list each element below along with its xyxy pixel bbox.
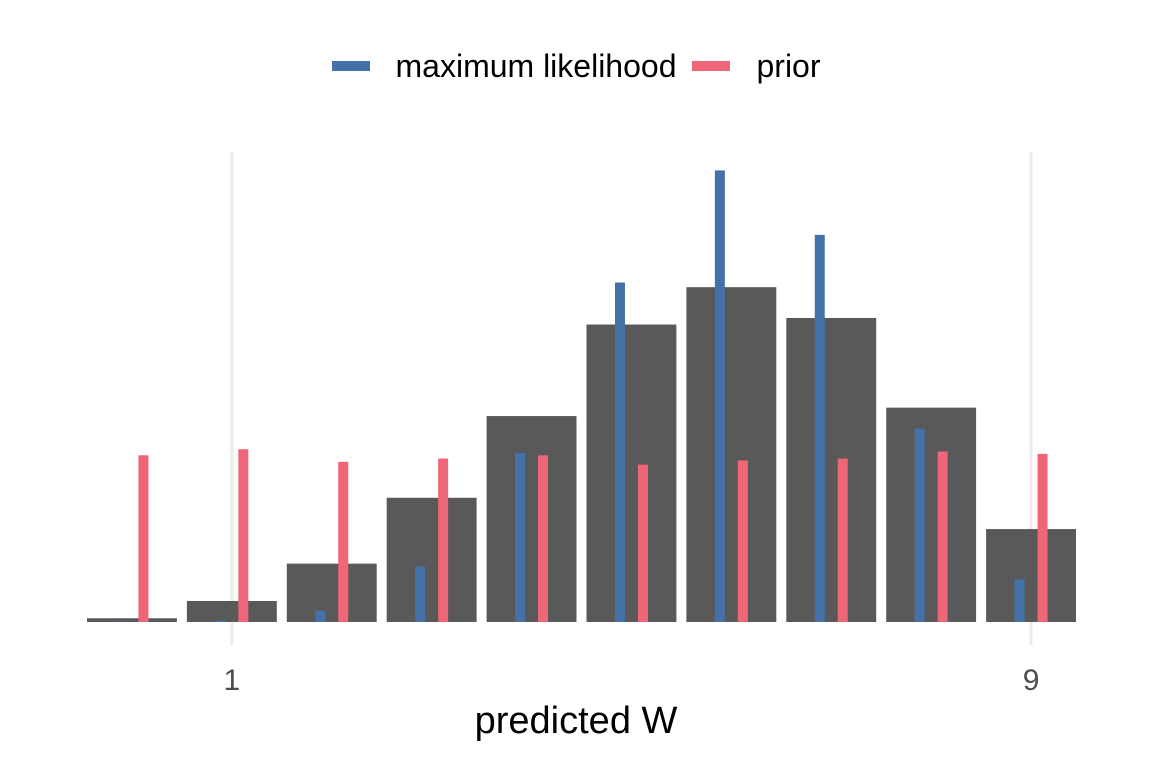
prior-bar-1 — [238, 449, 249, 622]
maximum-likelihood-bar-4 — [515, 452, 526, 622]
legend-key-maximum-likelihood — [331, 61, 370, 71]
legend: maximum likelihood prior — [0, 46, 1152, 86]
x-tick-label-1: 1 — [224, 664, 241, 697]
maximum-likelihood-bars — [115, 170, 1025, 622]
legend-label-maximum-likelihood: maximum likelihood — [395, 47, 677, 84]
prior-bars — [138, 449, 1048, 622]
prior-bar-5 — [637, 464, 648, 622]
posterior-bar-1 — [186, 600, 277, 622]
maximum-likelihood-bar-7 — [814, 234, 825, 622]
posterior-bar-0 — [86, 618, 177, 622]
posterior-bar-7 — [786, 317, 877, 622]
maximum-likelihood-bar-6 — [714, 170, 725, 622]
legend-item-maximum-likelihood: maximum likelihood — [331, 47, 677, 85]
maximum-likelihood-bar-5 — [614, 282, 625, 622]
posterior-bar-4 — [486, 416, 577, 622]
posterior-bar-8 — [886, 407, 977, 622]
posterior-bars — [86, 287, 1077, 622]
prior-bar-2 — [338, 461, 349, 622]
prior-bar-3 — [438, 458, 449, 622]
posterior-bar-5 — [586, 324, 677, 622]
posterior-bar-2 — [286, 563, 377, 622]
maximum-likelihood-bar-3 — [415, 566, 426, 622]
prior-bar-4 — [538, 455, 549, 622]
posterior-bar-9 — [986, 529, 1077, 622]
x-tick-label-9: 9 — [1023, 664, 1040, 697]
prior-bar-0 — [138, 455, 149, 622]
maximum-likelihood-bar-1 — [215, 620, 226, 622]
posterior-bar-6 — [686, 287, 777, 622]
posterior-bar-3 — [386, 497, 477, 622]
x-axis-label: predicted W — [474, 700, 678, 742]
prior-bar-6 — [737, 460, 748, 622]
legend-label-prior: prior — [756, 47, 821, 84]
prior-bar-7 — [837, 458, 848, 622]
maximum-likelihood-bar-0 — [115, 621, 126, 622]
legend-key-prior — [692, 61, 731, 71]
prior-bar-9 — [1037, 453, 1048, 622]
maximum-likelihood-bar-9 — [1014, 579, 1025, 622]
prior-bar-8 — [937, 451, 948, 622]
legend-item-prior: prior — [692, 47, 821, 85]
maximum-likelihood-bar-2 — [315, 610, 326, 622]
maximum-likelihood-bar-8 — [914, 428, 925, 622]
